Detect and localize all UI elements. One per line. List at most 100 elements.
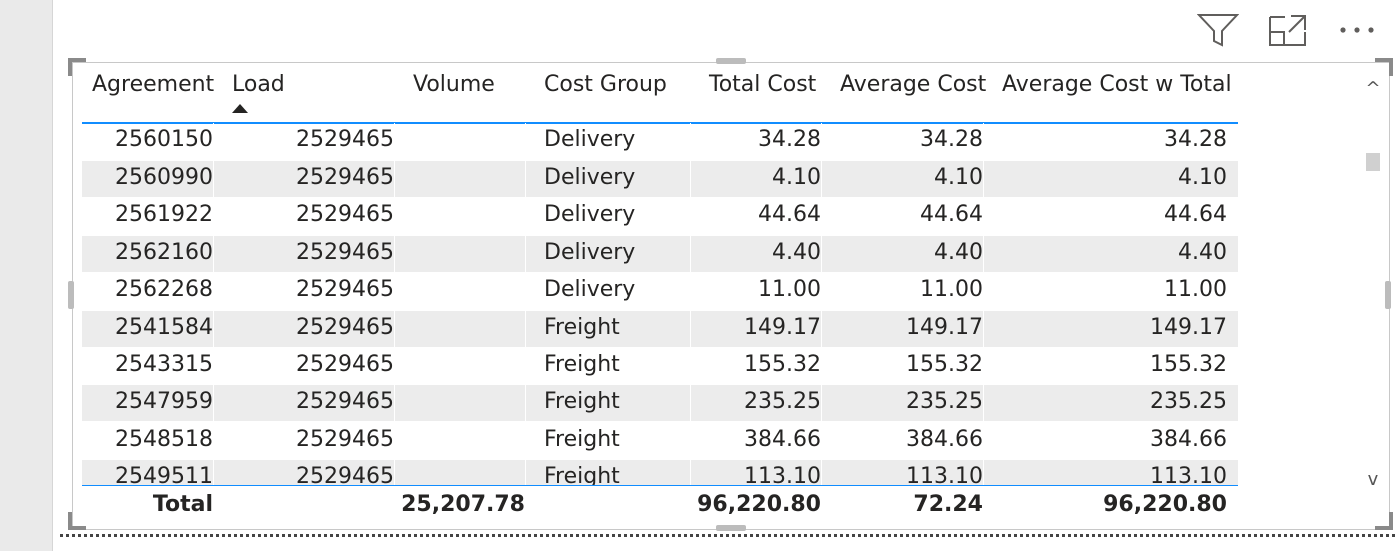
column-separator [213, 161, 214, 197]
column-separator [690, 311, 691, 347]
cell-total-cost: 155.32 [744, 352, 821, 377]
page-boundary [60, 534, 1395, 537]
cell-load: 2529465 [296, 464, 394, 485]
column-separator [394, 311, 395, 347]
cell-agreement: 2547959 [115, 389, 213, 414]
table-row[interactable]: 2560990 2529465 Delivery 4.10 4.10 4.10 [82, 161, 1238, 197]
total-average-cost: 72.24 [913, 492, 983, 517]
column-separator [394, 236, 395, 272]
column-separator [213, 385, 214, 421]
total-row: Total 25,207.78 96,220.80 72.24 96,220.80 [82, 485, 1238, 530]
table-row[interactable]: 2548518 2529465 Freight 384.66 384.66 384.66 [82, 423, 1238, 459]
cell-average-cost-w-total: 44.64 [1164, 202, 1227, 227]
column-separator [213, 311, 214, 347]
cell-cost-group: Freight [544, 389, 620, 414]
focus-mode-icon[interactable] [1267, 12, 1309, 48]
column-header-total-cost[interactable]: Total Cost [709, 72, 817, 97]
filter-icon[interactable] [1196, 12, 1240, 48]
cell-agreement: 2543315 [115, 352, 213, 377]
column-separator [525, 423, 526, 459]
table-row[interactable]: 2562160 2529465 Delivery 4.40 4.40 4.40 [82, 236, 1238, 272]
more-options-icon[interactable] [1337, 12, 1379, 48]
resize-handle-top-left[interactable] [68, 58, 88, 78]
cell-average-cost: 11.00 [920, 277, 983, 302]
scrollbar-thumb[interactable] [1366, 153, 1380, 171]
cell-load: 2529465 [296, 427, 394, 452]
column-separator [394, 460, 395, 485]
cell-load: 2529465 [296, 240, 394, 265]
resize-handle-bottom-left[interactable] [68, 510, 88, 530]
column-separator [394, 161, 395, 197]
scroll-down-icon[interactable]: v [1367, 469, 1379, 490]
column-header-load[interactable]: Load [232, 72, 285, 97]
column-separator [983, 385, 984, 421]
table-row[interactable]: 2561922 2529465 Delivery 44.64 44.64 44.64 [82, 198, 1238, 234]
resize-handle-top[interactable] [716, 58, 746, 64]
cell-total-cost: 113.10 [744, 464, 821, 485]
column-separator [690, 348, 691, 384]
column-separator [690, 198, 691, 234]
cell-average-cost-w-total: 384.66 [1150, 427, 1227, 452]
column-separator [213, 198, 214, 234]
cell-total-cost: 11.00 [758, 277, 821, 302]
resize-handle-right[interactable] [1385, 281, 1391, 309]
resize-handle-bottom-right[interactable] [1373, 510, 1393, 530]
resize-handle-top-right[interactable] [1373, 58, 1393, 78]
cell-load: 2529465 [296, 127, 394, 152]
cell-average-cost-w-total: 11.00 [1164, 277, 1227, 302]
sort-ascending-icon [232, 104, 248, 113]
scroll-up-icon[interactable]: ^ [1365, 78, 1381, 99]
left-pane-edge [0, 0, 53, 551]
cell-cost-group: Delivery [544, 165, 636, 190]
cell-total-cost: 149.17 [744, 315, 821, 340]
resize-handle-bottom[interactable] [716, 525, 746, 531]
table-row[interactable]: 2560150 2529465 Delivery 34.28 34.28 34.28 [82, 123, 1238, 159]
cell-total-cost: 235.25 [744, 389, 821, 414]
table-row[interactable]: 2562268 2529465 Delivery 11.00 11.00 11.00 [82, 273, 1238, 309]
cell-total-cost: 4.10 [772, 165, 821, 190]
column-separator [525, 460, 526, 485]
column-separator [394, 198, 395, 234]
column-separator [525, 311, 526, 347]
column-separator [213, 423, 214, 459]
column-separator [525, 161, 526, 197]
column-header-cost-group[interactable]: Cost Group [544, 72, 667, 97]
column-separator [213, 236, 214, 272]
cell-average-cost: 44.64 [920, 202, 983, 227]
cell-agreement: 2549511 [115, 464, 213, 485]
cell-average-cost-w-total: 34.28 [1164, 127, 1227, 152]
cell-cost-group: Delivery [544, 202, 636, 227]
resize-handle-left[interactable] [68, 281, 74, 309]
cell-average-cost: 113.10 [906, 464, 983, 485]
cell-cost-group: Delivery [544, 277, 636, 302]
cell-cost-group: Delivery [544, 240, 636, 265]
column-separator [821, 198, 822, 234]
cell-average-cost-w-total: 155.32 [1150, 352, 1227, 377]
column-separator [525, 198, 526, 234]
table-row[interactable]: 2541584 2529465 Freight 149.17 149.17 149.17 [82, 311, 1238, 347]
column-separator [525, 273, 526, 309]
table-row[interactable]: 2543315 2529465 Freight 155.32 155.32 155.32 [82, 348, 1238, 384]
table: Agreement Load Volume Cost Group Total C… [82, 62, 1238, 532]
cell-average-cost-w-total: 235.25 [1150, 389, 1227, 414]
column-separator [525, 348, 526, 384]
column-header-volume[interactable]: Volume [413, 72, 495, 97]
column-header-agreement[interactable]: Agreement [92, 72, 215, 97]
cell-load: 2529465 [296, 352, 394, 377]
column-header-average-cost-w-total[interactable]: Average Cost w Total [1002, 72, 1232, 97]
column-separator [821, 123, 822, 159]
cell-agreement: 2541584 [115, 315, 213, 340]
table-row[interactable]: 2547959 2529465 Freight 235.25 235.25 235.25 [82, 385, 1238, 421]
table-row[interactable]: 2549511 2529465 Freight 113.10 113.10 113.10 [82, 460, 1238, 485]
cell-average-cost: 235.25 [906, 389, 983, 414]
cell-average-cost-w-total: 113.10 [1150, 464, 1227, 485]
column-separator [690, 460, 691, 485]
column-header-average-cost[interactable]: Average Cost [840, 72, 987, 97]
cell-load: 2529465 [296, 202, 394, 227]
column-separator [821, 348, 822, 384]
column-separator [983, 311, 984, 347]
column-separator [213, 123, 214, 159]
column-separator [690, 161, 691, 197]
cell-average-cost-w-total: 4.40 [1178, 240, 1227, 265]
cell-agreement: 2560990 [115, 165, 213, 190]
